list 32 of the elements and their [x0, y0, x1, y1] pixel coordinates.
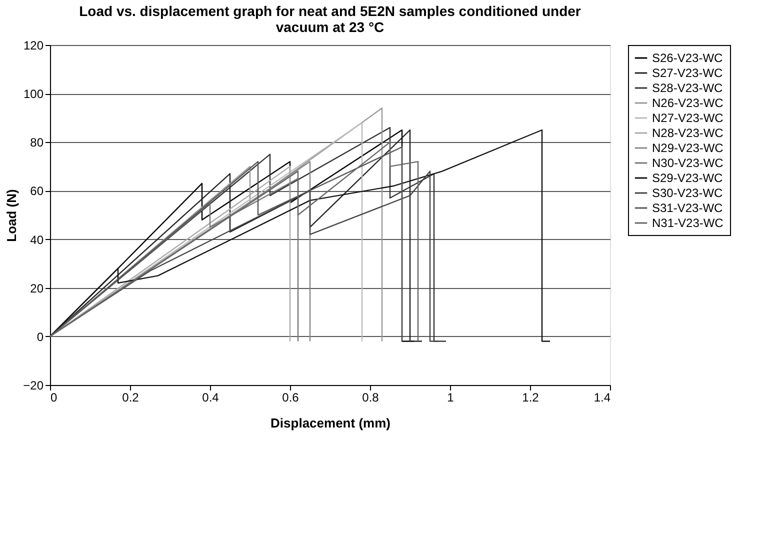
x-tick-label: 0.4: [202, 390, 220, 404]
text: vacuum at 23 °C: [276, 19, 384, 35]
x-tick-label: 0.6: [282, 390, 300, 404]
y-tick-label: 80: [30, 136, 44, 150]
legend-label: S31-V23-WC: [652, 201, 724, 215]
legend-label: S29-V23-WC: [652, 171, 724, 185]
x-axis-title: Displacement (mm): [270, 416, 390, 430]
x-tick-label: 1.2: [522, 390, 540, 404]
y-tick-label: −20: [23, 378, 44, 392]
y-tick-label: 20: [30, 281, 44, 296]
legend-label: N31-V23-WC: [652, 216, 724, 230]
text: Load vs. displacement graph for neat and 5E2N samples conditioned under: [79, 3, 581, 19]
x-tick-label: 0: [50, 390, 58, 404]
x-tick-label: 0.8: [362, 390, 380, 404]
x-tick-label: 1: [447, 390, 454, 404]
legend-label: N27-V23-WC: [652, 111, 724, 125]
y-axis-title: Load (N): [4, 189, 20, 242]
y-tick-label: 60: [30, 184, 44, 198]
legend-label: N28-V23-WC: [652, 126, 724, 140]
legend-label: S27-V23-WC: [652, 66, 724, 80]
legend-label: N29-V23-WC: [652, 141, 724, 155]
y-tick-label: 100: [23, 87, 44, 102]
legend-label: S30-V23-WC: [652, 186, 724, 200]
x-tick-label: 0.2: [122, 390, 140, 404]
legend-label: S28-V23-WC: [652, 81, 724, 95]
x-tick-label: 1.4: [594, 390, 611, 404]
y-tick-label: 120: [23, 38, 44, 52]
y-tick-label: 0: [36, 330, 44, 344]
legend-label: S26-V23-WC: [652, 51, 724, 65]
y-tick-label: 40: [30, 232, 44, 247]
legend-label: N26-V23-WC: [652, 96, 724, 110]
legend-label: N30-V23-WC: [652, 156, 724, 170]
